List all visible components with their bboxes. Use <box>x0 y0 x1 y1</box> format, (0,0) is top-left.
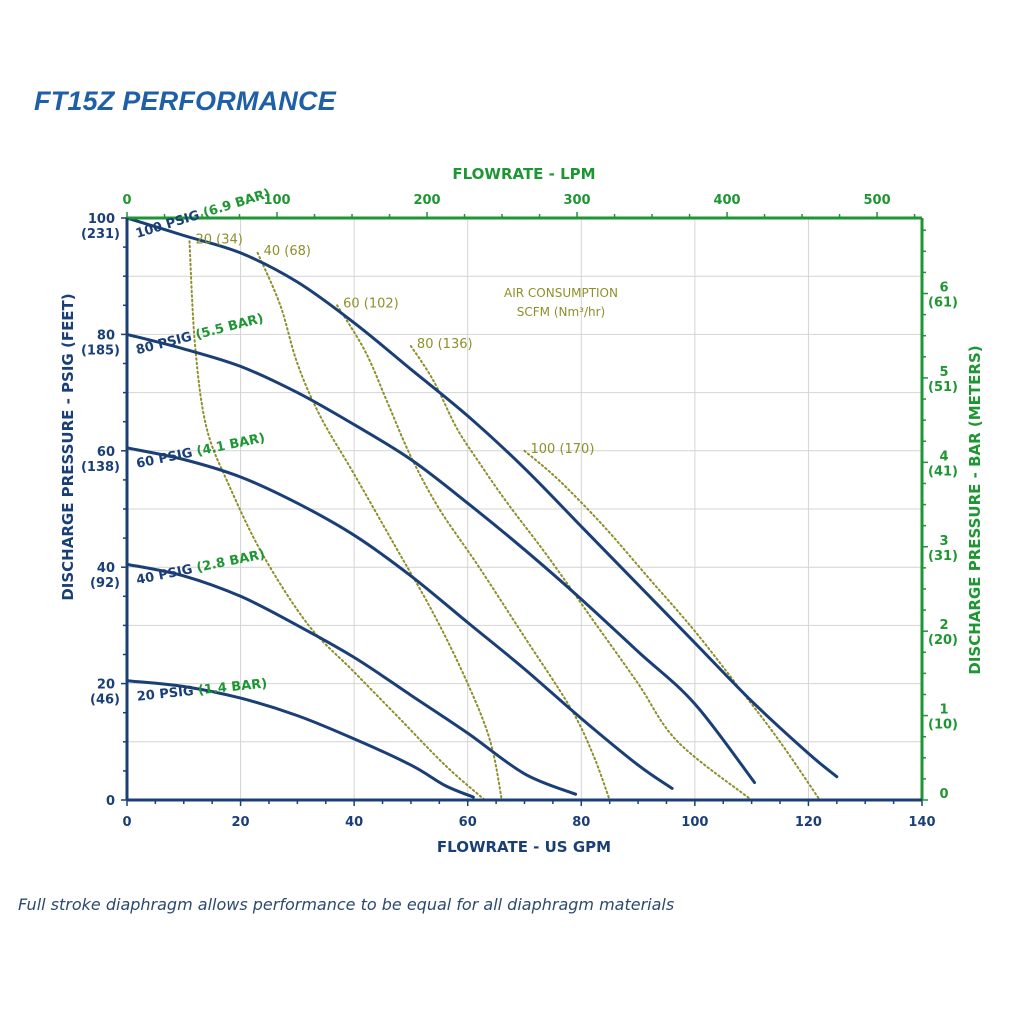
series-labels: 20 (34) 40 (68) 60 (102) 80 (136) 100 (170) 1… <box>134 186 594 704</box>
pressure-curve-label: 60 PSIG (4.1 BAR) <box>135 431 266 472</box>
y2-tick-sublabel: (10) <box>928 718 958 733</box>
air-curve-label: 100 (170) <box>531 442 595 457</box>
pressure-curve-label: 20 PSIG (1.4 BAR) <box>136 676 268 704</box>
y-tick-sublabel: (92) <box>90 576 120 591</box>
air-curve-label: 40 (68) <box>264 244 311 259</box>
x2-axis-label: FLOWRATE - LPM <box>452 165 595 183</box>
air-curve-label: 80 (136) <box>417 337 473 352</box>
pressure-curve <box>125 679 475 799</box>
y2-tick-sublabel: (61) <box>928 296 958 311</box>
y2-axis-label: DISCHARGE PRESSURE - BAR (METERS) <box>966 345 984 674</box>
y2-tick-label: 3 <box>939 534 948 549</box>
x-tick-label: 120 <box>795 815 822 830</box>
x-tick-label: 40 <box>345 815 363 830</box>
y2-tick-label: 0 <box>939 787 948 802</box>
x-tick-label: 20 <box>232 815 250 830</box>
air-consumption-curves <box>188 240 821 801</box>
x2-tick-label: 100 <box>263 193 290 208</box>
y2-tick-sublabel: (41) <box>928 464 958 479</box>
air-curve <box>336 304 611 801</box>
pressure-curves <box>125 216 839 799</box>
x-axis-label: FLOWRATE - US GPM <box>437 838 611 856</box>
y-tick-sublabel: (46) <box>90 693 120 708</box>
y-tick-label: 60 <box>97 445 115 460</box>
y2-tick-label: 6 <box>939 281 948 296</box>
y2-tick-label: 5 <box>939 365 948 380</box>
y-tick-sublabel: (138) <box>81 460 120 475</box>
pressure-curve <box>125 446 674 790</box>
tick-labels: 0 20 40 60 80 100 120 140020(46)40(92)60(138)80… <box>81 193 958 830</box>
air-curve-label: 20 (34) <box>195 232 242 247</box>
x-tick-label: 80 <box>572 815 590 830</box>
y-tick-label: 100 <box>88 212 115 227</box>
y-tick-sublabel: (231) <box>81 227 120 242</box>
y-axis-label: DISCHARGE PRESSURE - PSIG (FEET) <box>59 293 77 600</box>
axes <box>121 212 928 806</box>
x-tick-label: 100 <box>681 815 708 830</box>
air-curve <box>256 251 503 801</box>
air-consumption-title: AIR CONSUMPTION <box>504 286 618 300</box>
air-consumption-units: SCFM (Nm³/hr) <box>517 305 606 319</box>
grid-lines <box>127 218 922 800</box>
y2-tick-label: 1 <box>939 703 948 718</box>
y-tick-label: 0 <box>106 794 115 809</box>
x2-tick-label: 0 <box>122 193 131 208</box>
air-curve <box>409 345 753 801</box>
x2-tick-label: 200 <box>413 193 440 208</box>
x-tick-label: 60 <box>459 815 477 830</box>
y2-tick-label: 4 <box>939 449 948 464</box>
x-tick-label: 0 <box>122 815 131 830</box>
air-curve-label: 60 (102) <box>343 296 399 311</box>
x-tick-label: 140 <box>908 815 935 830</box>
y-tick-sublabel: (185) <box>81 343 120 358</box>
air-curve <box>523 449 821 801</box>
pressure-curve <box>125 562 578 796</box>
x2-tick-label: 400 <box>713 193 740 208</box>
y2-tick-sublabel: (51) <box>928 380 958 395</box>
pressure-curve <box>125 216 839 779</box>
y2-tick-sublabel: (31) <box>928 549 958 564</box>
air-curve <box>188 240 486 801</box>
y2-tick-label: 2 <box>939 618 948 633</box>
y2-tick-sublabel: (20) <box>928 633 958 648</box>
pressure-curve <box>125 332 756 784</box>
y-tick-label: 80 <box>97 328 115 343</box>
footnote: Full stroke diaphragm allows performance… <box>18 895 675 914</box>
y-tick-label: 20 <box>97 678 115 693</box>
page-title: FT15Z PERFORMANCE <box>34 86 336 116</box>
x2-tick-label: 300 <box>563 193 590 208</box>
x2-tick-label: 500 <box>863 193 890 208</box>
y-tick-label: 40 <box>97 561 115 576</box>
